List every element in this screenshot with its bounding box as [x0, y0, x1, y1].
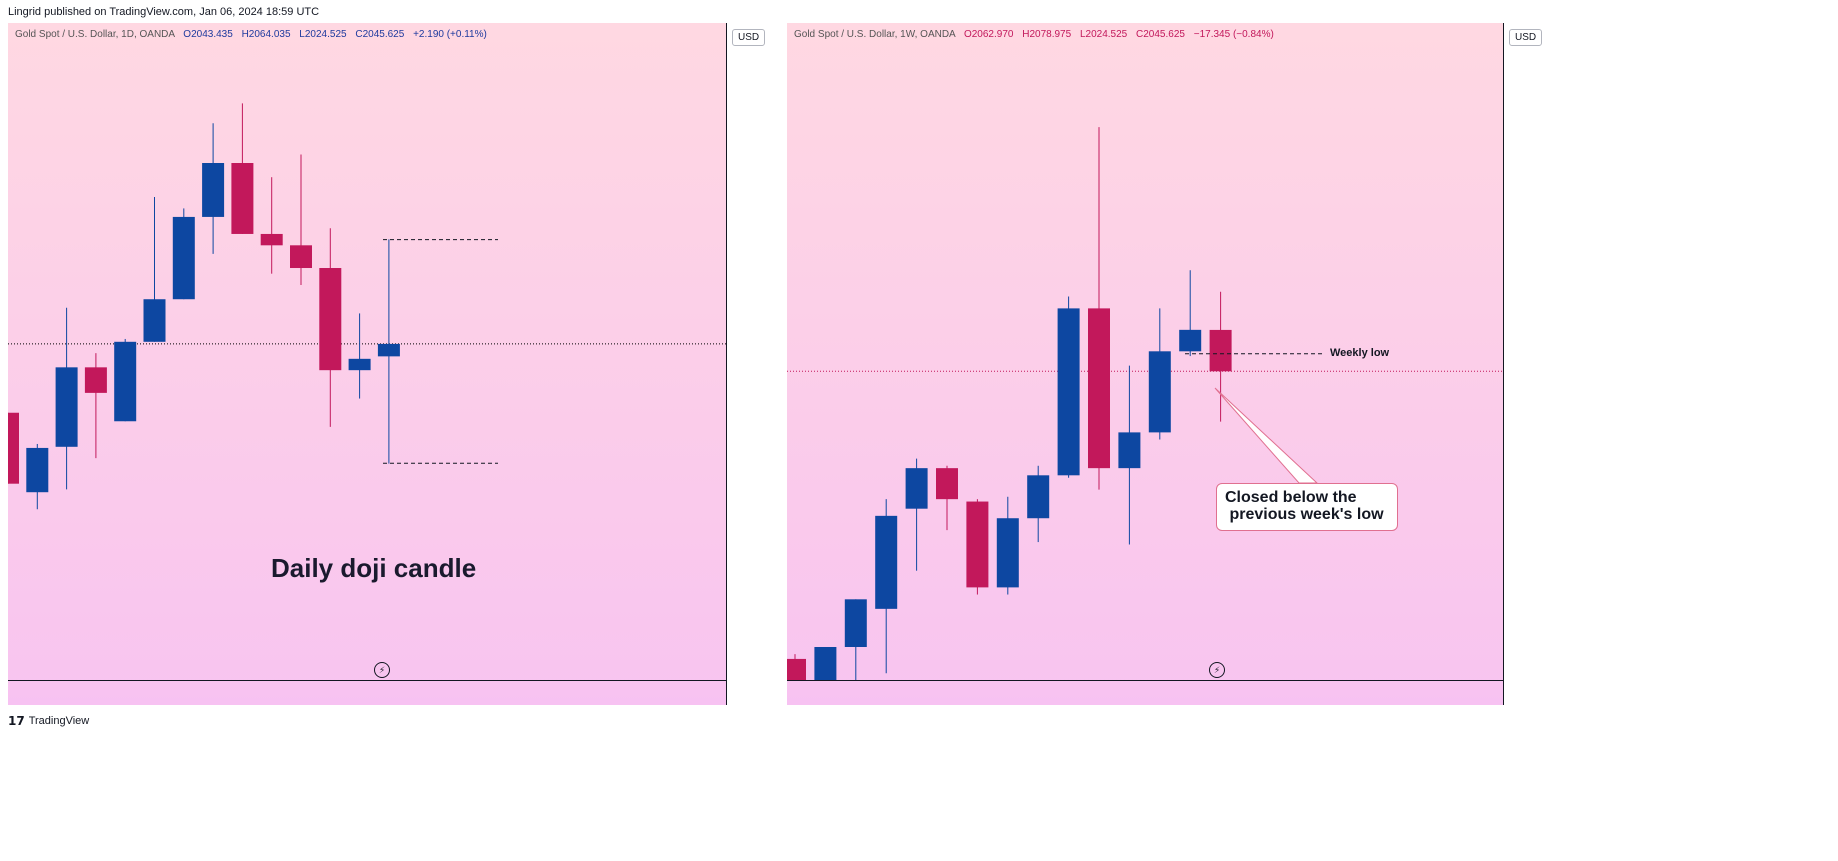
daily-change: +2.190 (+0.11%): [413, 29, 487, 40]
candle-body: [143, 299, 166, 342]
candle-body: [290, 245, 312, 269]
weekly-low: L2024.525: [1079, 29, 1128, 40]
candle-body: [1148, 351, 1171, 433]
candle-body: [172, 216, 195, 300]
daily-high: H2064.035: [241, 29, 291, 40]
weekly-price-axis[interactable]: USD: [1503, 23, 1560, 705]
daily-open: O2043.435: [183, 29, 233, 40]
weekly-low-label: Weekly low: [1330, 347, 1390, 359]
tradingview-brand: TradingView: [28, 715, 90, 727]
candle-body: [348, 358, 371, 371]
tradingview-logo[interactable]: 𝟭𝟳 TradingView: [8, 714, 89, 728]
weekly-legend: Gold Spot / U.S. Dollar, 1W, OANDA O2062…: [794, 29, 1274, 40]
candle-body: [260, 233, 283, 246]
weekly-currency-button[interactable]: USD: [1509, 29, 1543, 46]
weekly-change: −17.345 (−0.84%): [1193, 29, 1274, 40]
candle-body: [1027, 475, 1050, 519]
daily-chart-panel[interactable]: 2095.0002090.0002085.0002080.0002075.000…: [8, 23, 783, 705]
candle-body: [26, 447, 49, 493]
candle-body: [905, 468, 928, 509]
lightning-icon[interactable]: ⚡: [374, 662, 390, 678]
publish-header: Lingrid published on TradingView.com, Ja…: [0, 0, 1568, 22]
daily-low: L2024.525: [299, 29, 347, 40]
weekly-open: O2062.970: [963, 29, 1014, 40]
daily-time-axis[interactable]: [8, 680, 726, 705]
weekly-plot-area[interactable]: [787, 23, 1503, 705]
weekly-high: H2078.975: [1022, 29, 1072, 40]
weekly-chart-panel[interactable]: 2160.0002140.0002120.0002100.0002080.000…: [787, 23, 1560, 705]
callout-closed-below: Closed below the previous week's low: [1216, 483, 1398, 531]
candle-body: [1209, 329, 1232, 372]
weekly-chart-svg: 2160.0002140.0002120.0002100.0002080.000…: [787, 94, 1556, 700]
candle-body: [787, 658, 806, 683]
candle-body: [1088, 308, 1110, 469]
lightning-icon[interactable]: ⚡: [1209, 662, 1225, 678]
candle-body: [231, 163, 254, 234]
candle-body: [8, 412, 19, 484]
candle-body: [377, 343, 400, 357]
daily-currency-button[interactable]: USD: [732, 29, 766, 46]
candle-body: [875, 515, 898, 609]
daily-chart-svg: 2095.0002090.0002085.0002080.0002075.000…: [8, 59, 779, 699]
candle-body: [1057, 308, 1080, 476]
candle-body: [114, 341, 137, 422]
daily-doji-annotation: Daily doji candle: [271, 553, 477, 583]
tradingview-logo-icon: 𝟭𝟳: [8, 714, 25, 728]
daily-symbol-title: Gold Spot / U.S. Dollar, 1D, OANDA: [15, 29, 175, 40]
candle-body: [84, 367, 107, 393]
weekly-time-axis[interactable]: [787, 680, 1503, 705]
candle-body: [814, 647, 837, 683]
candle-body: [966, 501, 989, 588]
weekly-symbol-title: Gold Spot / U.S. Dollar, 1W, OANDA: [794, 29, 956, 40]
candle-body: [844, 599, 867, 647]
daily-price-axis[interactable]: USD: [726, 23, 783, 705]
candle-body: [1118, 432, 1141, 469]
candle-body: [936, 468, 958, 500]
candle-body: [319, 268, 342, 371]
candle-body: [1179, 329, 1202, 352]
candle-body: [202, 163, 225, 217]
daily-legend: Gold Spot / U.S. Dollar, 1D, OANDA O2043…: [15, 29, 487, 40]
publish-info: Lingrid published on TradingView.com, Ja…: [8, 6, 320, 18]
callout-pointer: [1214, 387, 1319, 484]
weekly-close: C2045.625: [1136, 29, 1185, 40]
candle-body: [55, 367, 78, 447]
candle-body: [996, 518, 1019, 588]
daily-close: C2045.625: [355, 29, 405, 40]
